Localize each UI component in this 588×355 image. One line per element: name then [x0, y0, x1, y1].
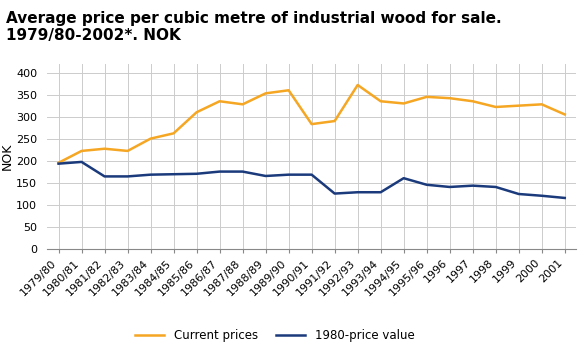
1980-price value: [101, 174, 108, 179]
1980-price value: [331, 191, 338, 196]
Text: Average price per cubic metre of industrial wood for sale. 1979/80-2002*. NOK: Average price per cubic metre of industr…: [6, 11, 502, 43]
1980-price value: [446, 185, 453, 189]
1980-price value: [308, 173, 315, 177]
Current prices: [469, 99, 476, 103]
Current prices: [492, 105, 499, 109]
1980-price value: [377, 190, 384, 195]
Current prices: [55, 161, 62, 165]
Current prices: [262, 91, 269, 95]
1980-price value: [193, 172, 200, 176]
1980-price value: [423, 182, 430, 187]
Current prices: [308, 122, 315, 126]
1980-price value: [354, 190, 361, 195]
1980-price value: [216, 169, 223, 174]
Current prices: [216, 99, 223, 103]
1980-price value: [561, 196, 568, 200]
1980-price value: [538, 193, 545, 198]
Current prices: [377, 99, 384, 103]
1980-price value: [147, 173, 154, 177]
1980-price value: [78, 160, 85, 164]
Current prices: [239, 102, 246, 106]
Current prices: [331, 119, 338, 123]
Current prices: [124, 149, 131, 153]
Current prices: [354, 83, 361, 87]
1980-price value: [55, 162, 62, 166]
1980-price value: [170, 172, 177, 176]
1980-price value: [515, 192, 522, 196]
Y-axis label: NOK: NOK: [1, 142, 14, 170]
Current prices: [561, 112, 568, 116]
1980-price value: [239, 169, 246, 174]
1980-price value: [400, 176, 407, 180]
Current prices: [101, 147, 108, 151]
Current prices: [170, 131, 177, 136]
Legend: Current prices, 1980-price value: Current prices, 1980-price value: [130, 324, 419, 347]
Current prices: [78, 149, 85, 153]
1980-price value: [262, 174, 269, 178]
Current prices: [446, 96, 453, 100]
1980-price value: [285, 173, 292, 177]
1980-price value: [124, 174, 131, 179]
Current prices: [147, 136, 154, 141]
Line: Current prices: Current prices: [59, 85, 564, 163]
1980-price value: [469, 184, 476, 188]
Current prices: [515, 104, 522, 108]
Line: 1980-price value: 1980-price value: [59, 162, 564, 198]
Current prices: [193, 110, 200, 114]
Current prices: [423, 95, 430, 99]
Current prices: [400, 101, 407, 105]
Current prices: [285, 88, 292, 92]
1980-price value: [492, 185, 499, 189]
Current prices: [538, 102, 545, 106]
